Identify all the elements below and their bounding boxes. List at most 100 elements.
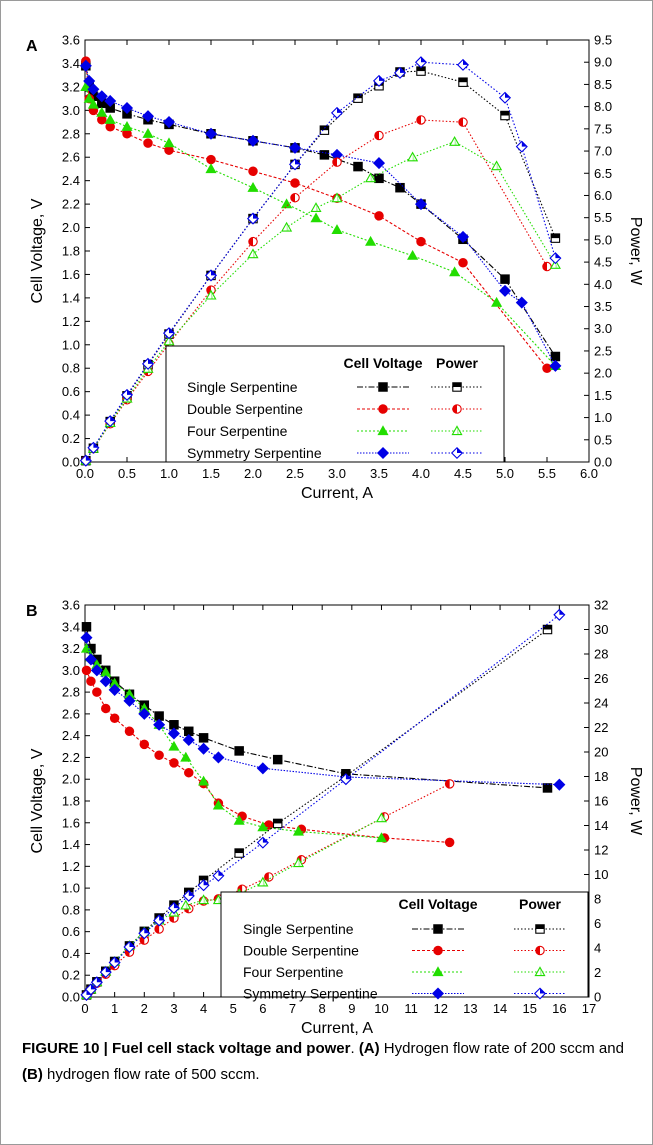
- data-point-four-power-half: [218, 895, 221, 904]
- data-point-double-power-half: [374, 131, 379, 140]
- y-tick-label: 1.4: [62, 837, 80, 852]
- data-point-double-power-half: [542, 262, 547, 271]
- x-tick-label: 0: [81, 1001, 88, 1016]
- legend-marker-power-four-half: [457, 426, 460, 435]
- y-tick-label: 2.4: [62, 728, 80, 743]
- data-point-double-voltage: [416, 236, 426, 247]
- data-point-symmetry-voltage: [80, 631, 93, 644]
- data-point-double-voltage: [184, 767, 194, 778]
- legend-marker-voltage-double: [433, 945, 443, 956]
- x-tick-label: 6.0: [580, 466, 598, 481]
- y2-tick-label: 18: [594, 769, 608, 784]
- y-tick-label: 1.8: [62, 244, 80, 259]
- data-point-four-voltage: [292, 825, 305, 836]
- data-point-double-power-half: [445, 779, 450, 789]
- data-point-symmetry-power-half: [203, 880, 209, 886]
- y-tick-label: 1.2: [62, 859, 80, 874]
- y2-tick-label: 8.5: [594, 77, 612, 92]
- data-point-four-power: [281, 221, 293, 232]
- x-tick-label: 1: [111, 1001, 118, 1016]
- y2-tick-label: 2: [594, 965, 601, 980]
- data-point-symmetry-voltage: [99, 675, 112, 688]
- x-tick-label: 3: [170, 1001, 177, 1016]
- x-tick-label: 16: [552, 1001, 566, 1016]
- y-tick-label: 0.8: [62, 902, 80, 917]
- y-tick-label: 3.4: [62, 619, 80, 634]
- y-tick-label: 0.6: [62, 924, 80, 939]
- data-point-four-power-half: [370, 173, 373, 182]
- data-point-symmetry-power-half: [421, 56, 427, 63]
- data-point-four-voltage: [491, 296, 503, 307]
- x-tick-label: 13: [463, 1001, 477, 1016]
- x-tick-label: 4.0: [412, 466, 430, 481]
- data-point-double-voltage: [248, 166, 258, 177]
- x-tick-label: 9: [348, 1001, 355, 1016]
- data-point-symmetry-voltage: [372, 157, 386, 170]
- y-tick-label: 0.2: [62, 968, 80, 983]
- x-tick-label: 17: [582, 1001, 596, 1016]
- series-symmetry-voltage: [79, 59, 562, 372]
- y-tick-label: 2.4: [62, 173, 80, 188]
- data-point-four-power: [491, 160, 503, 171]
- data-point-four-power-half: [211, 290, 214, 299]
- data-point-double-voltage: [154, 750, 164, 761]
- data-point-symmetry-voltage: [95, 90, 108, 103]
- panel-label-b: B: [26, 603, 38, 620]
- data-point-four-voltage: [257, 821, 269, 832]
- legend-label-single: Single Serpentine: [243, 921, 354, 937]
- y-tick-label: 0.0: [62, 990, 80, 1005]
- x-tick-label: 6: [259, 1001, 266, 1016]
- x-tick-label: 5: [230, 1001, 237, 1016]
- data-point-double-voltage: [458, 257, 468, 268]
- data-point-double-voltage: [444, 837, 455, 848]
- y2-tick-label: 6.5: [594, 166, 612, 181]
- data-point-four-power-half: [412, 152, 415, 161]
- x-tick-label: 5.0: [496, 466, 514, 481]
- y-tick-label: 0.0: [62, 455, 80, 470]
- data-point-double-voltage: [290, 178, 300, 188]
- data-point-four-power-half: [496, 161, 499, 170]
- data-point-symmetry-voltage: [79, 59, 92, 72]
- series-single-voltage: [81, 622, 553, 793]
- data-point-symmetry-voltage: [84, 653, 97, 666]
- y2-tick-label: 30: [594, 622, 608, 637]
- data-point-symmetry-power-half: [110, 415, 116, 422]
- data-point-four-power: [365, 172, 377, 183]
- data-point-four-voltage: [83, 92, 95, 103]
- data-point-single-voltage: [542, 783, 553, 793]
- data-point-symmetry-voltage: [498, 284, 512, 297]
- chart-panel-a: A 0.0 0.5 1.0 1.5 2.0 2.5 3.0 3.5 4.0 4.5 5.0 5.5 6.0…: [26, 33, 644, 503]
- y-tick-label: 3.6: [62, 33, 80, 48]
- data-point-four-power-half: [253, 249, 256, 258]
- data-point-four-voltage: [375, 832, 388, 843]
- legend-marker-power-double-half: [535, 946, 540, 955]
- y2-tick-label: 10: [594, 867, 608, 882]
- data-point-four-power: [198, 894, 210, 905]
- y-tick-label: 3.0: [62, 103, 80, 118]
- legend-marker-power-single-half: [452, 382, 462, 387]
- legend-marker-voltage-symmetry: [376, 446, 390, 460]
- data-point-symmetry-voltage: [549, 359, 562, 372]
- data-point-double-voltage: [92, 687, 102, 697]
- data-point-four-power-half: [337, 193, 340, 202]
- legend-label-symmetry: Symmetry Serpentine: [243, 986, 378, 1002]
- y2-tick-label: 22: [594, 720, 608, 735]
- data-point-four-voltage: [205, 163, 217, 174]
- y2-tick-label: 32: [594, 598, 608, 613]
- y2-tick-label: 26: [594, 671, 608, 686]
- y-axis-title: Cell Voltage, V: [29, 198, 46, 303]
- data-point-four-power: [331, 192, 343, 203]
- y-tick-label: 1.0: [62, 337, 80, 352]
- data-point-symmetry-voltage: [138, 707, 151, 720]
- data-point-four-voltage: [247, 181, 259, 192]
- y-tick-label: 1.2: [62, 314, 80, 329]
- x-tick-label: 0.0: [76, 466, 94, 481]
- data-point-four-voltage: [87, 98, 99, 109]
- data-point-four-power-half: [381, 813, 384, 822]
- data-point-double-power-half: [416, 115, 421, 125]
- data-point-four-voltage: [121, 121, 133, 131]
- legend-marker-voltage-single: [378, 382, 388, 392]
- y-tick-label: 3.2: [62, 641, 80, 656]
- y2-tick-label: 20: [594, 745, 608, 760]
- x-axis-title: Current, A: [301, 1020, 373, 1037]
